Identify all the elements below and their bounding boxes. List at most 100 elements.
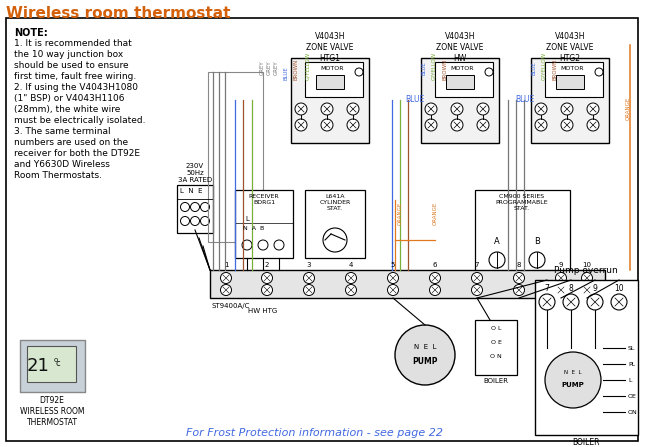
Bar <box>291 58 369 143</box>
Bar <box>545 62 603 97</box>
Circle shape <box>539 294 555 310</box>
Text: BLUE: BLUE <box>405 96 424 105</box>
Text: 7: 7 <box>475 262 479 268</box>
Bar <box>316 75 344 89</box>
Circle shape <box>201 216 210 225</box>
Circle shape <box>221 273 232 283</box>
Bar <box>177 185 213 233</box>
Bar <box>27 346 76 382</box>
Text: 2: 2 <box>265 262 269 268</box>
Circle shape <box>477 103 489 115</box>
Text: BOILER: BOILER <box>572 438 600 447</box>
Text: (1" BSP) or V4043H1106: (1" BSP) or V4043H1106 <box>14 94 124 103</box>
Text: G/YELLOW: G/YELLOW <box>432 52 437 80</box>
Circle shape <box>555 273 566 283</box>
Bar <box>235 190 293 258</box>
Text: 9: 9 <box>593 284 597 293</box>
Text: and Y6630D Wireless: and Y6630D Wireless <box>14 160 110 169</box>
Text: 8: 8 <box>569 284 573 293</box>
Text: ORANGE: ORANGE <box>433 202 437 225</box>
Text: V4043H
ZONE VALVE
HW: V4043H ZONE VALVE HW <box>436 32 484 63</box>
Circle shape <box>190 216 199 225</box>
Circle shape <box>323 228 347 252</box>
Text: BLUE: BLUE <box>515 96 534 105</box>
Text: ON: ON <box>628 409 638 414</box>
Circle shape <box>587 103 599 115</box>
Circle shape <box>561 119 573 131</box>
Text: PUMP: PUMP <box>562 382 584 388</box>
Text: (28mm), the white wire: (28mm), the white wire <box>14 105 121 114</box>
Circle shape <box>582 284 593 295</box>
Text: 5: 5 <box>391 262 395 268</box>
Circle shape <box>451 119 463 131</box>
Text: c: c <box>56 359 61 368</box>
Circle shape <box>261 273 272 283</box>
Text: HW HTG: HW HTG <box>248 308 277 314</box>
Circle shape <box>347 119 359 131</box>
Text: RECEIVER
BDRG1: RECEIVER BDRG1 <box>249 194 279 205</box>
Circle shape <box>221 284 232 295</box>
Circle shape <box>295 103 307 115</box>
Text: N  A  B: N A B <box>243 226 264 231</box>
Text: O N: O N <box>490 354 502 359</box>
Text: MOTOR: MOTOR <box>321 66 344 71</box>
Circle shape <box>430 284 441 295</box>
Circle shape <box>304 284 315 295</box>
Text: BROWN: BROWN <box>553 59 557 80</box>
Text: OE: OE <box>628 393 637 398</box>
Text: CM900 SERIES
PROGRAMMABLE
STAT.: CM900 SERIES PROGRAMMABLE STAT. <box>496 194 548 211</box>
Text: L641A
CYLINDER
STAT.: L641A CYLINDER STAT. <box>319 194 351 211</box>
Circle shape <box>587 119 599 131</box>
Bar <box>305 190 365 258</box>
Text: SL: SL <box>628 346 635 350</box>
Circle shape <box>321 119 333 131</box>
Text: G/YELLOW: G/YELLOW <box>542 52 546 80</box>
Circle shape <box>513 273 524 283</box>
Text: 9: 9 <box>559 262 563 268</box>
Text: 3. The same terminal: 3. The same terminal <box>14 127 111 136</box>
Text: 21: 21 <box>26 357 49 375</box>
Circle shape <box>346 284 357 295</box>
Text: ST9400A/C: ST9400A/C <box>212 303 250 309</box>
Text: L  N  E: L N E <box>180 188 203 194</box>
Circle shape <box>561 103 573 115</box>
Text: Wireless room thermostat: Wireless room thermostat <box>6 5 230 21</box>
Text: ORANGE: ORANGE <box>397 202 402 225</box>
Text: MOTOR: MOTOR <box>450 66 473 71</box>
Text: L: L <box>245 216 249 222</box>
Text: numbers are used on the: numbers are used on the <box>14 138 128 147</box>
Text: first time, fault free wiring.: first time, fault free wiring. <box>14 72 136 81</box>
Circle shape <box>201 202 210 211</box>
Circle shape <box>477 119 489 131</box>
Text: 1: 1 <box>224 262 228 268</box>
Circle shape <box>485 68 493 76</box>
Circle shape <box>181 202 190 211</box>
Text: MOTOR: MOTOR <box>561 66 584 71</box>
Circle shape <box>388 284 399 295</box>
Text: o: o <box>54 357 58 363</box>
Circle shape <box>321 103 333 115</box>
Circle shape <box>545 352 601 408</box>
Circle shape <box>595 68 603 76</box>
Text: GREY: GREY <box>266 60 272 75</box>
Text: BLUE: BLUE <box>284 66 288 80</box>
Bar <box>305 62 363 97</box>
Bar <box>210 270 605 298</box>
Bar <box>556 75 584 89</box>
Circle shape <box>513 284 524 295</box>
Text: 6: 6 <box>433 262 437 268</box>
Circle shape <box>489 252 505 268</box>
Bar <box>535 280 638 435</box>
Text: 10: 10 <box>614 284 624 293</box>
Text: BOILER: BOILER <box>484 378 508 384</box>
Bar <box>475 190 570 280</box>
Circle shape <box>395 325 455 385</box>
Text: BROWN: BROWN <box>442 59 448 80</box>
Circle shape <box>258 240 268 250</box>
Circle shape <box>611 294 627 310</box>
Circle shape <box>425 119 437 131</box>
Text: 8: 8 <box>517 262 521 268</box>
Text: receiver for both the DT92E: receiver for both the DT92E <box>14 149 140 158</box>
Circle shape <box>529 252 545 268</box>
Circle shape <box>388 273 399 283</box>
